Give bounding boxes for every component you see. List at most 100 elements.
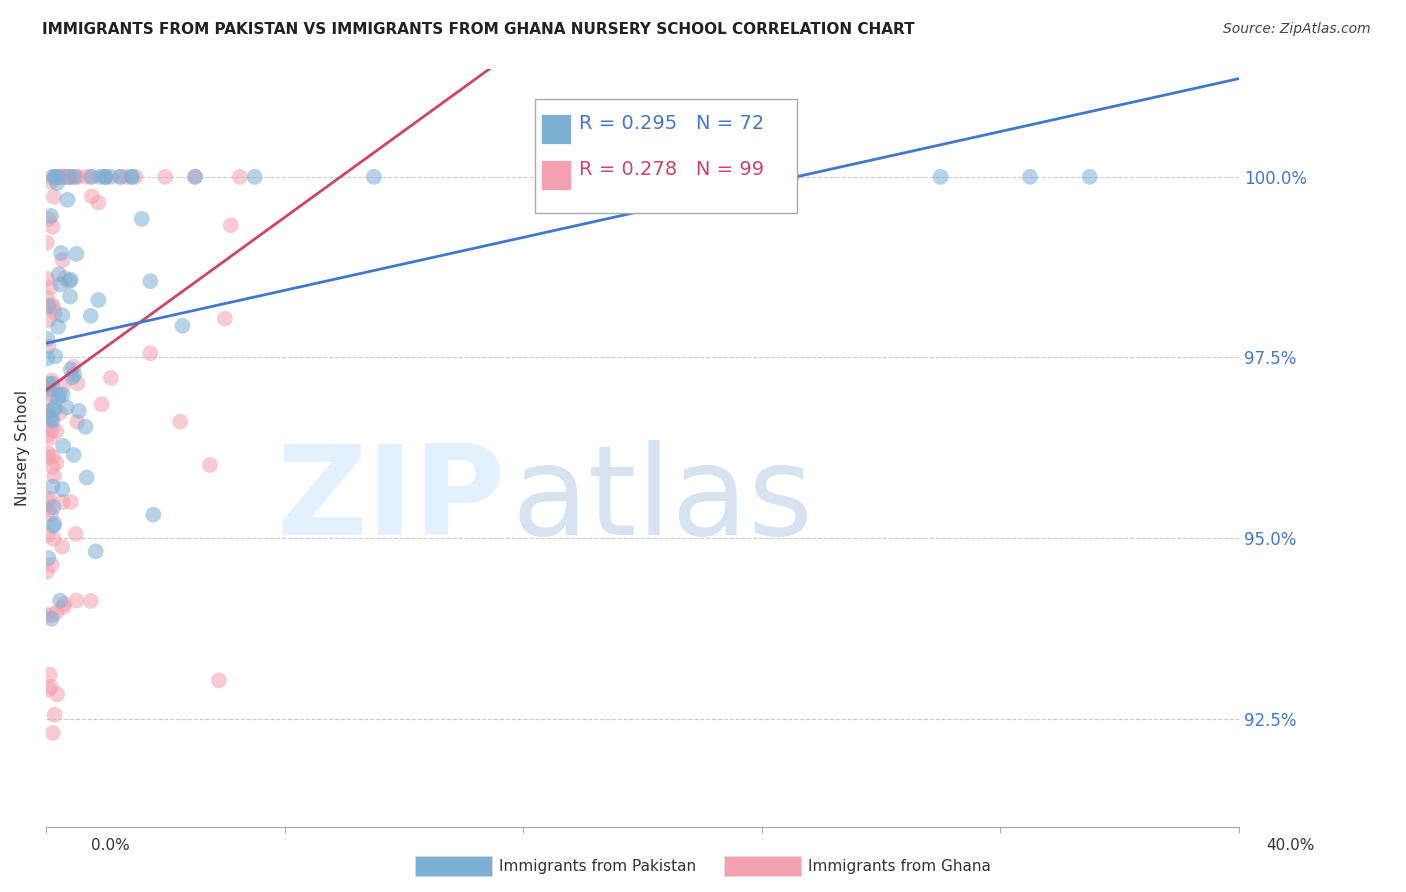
Point [41,558,63,572]
Point [44,402,66,417]
Point [49,406,72,420]
Point [39,209,62,223]
Point [49,277,72,292]
Point [52,253,75,268]
Point [66,376,89,391]
Point [115,169,138,184]
Point [45,456,67,470]
FancyBboxPatch shape [536,99,797,212]
Point [46,319,69,334]
Point [184,169,207,184]
Point [37,446,59,460]
Point [35,271,58,285]
Point [53,271,76,285]
Point [44,349,66,363]
Point [87,293,110,307]
Point [80,189,103,203]
Point [37,450,59,464]
Point [37,528,59,542]
Point [42,301,65,315]
Point [48,169,70,184]
Point [58,274,80,288]
Point [51,482,73,496]
Point [631,169,654,184]
Point [1019,169,1042,184]
Point [41,374,63,388]
Point [44,306,66,320]
Point [39,431,62,445]
Point [66,415,89,429]
Text: R = 0.278   N = 99: R = 0.278 N = 99 [579,160,765,179]
Point [38,212,60,227]
Point [363,169,385,184]
Point [90,397,112,411]
Point [52,387,75,401]
Point [41,414,63,428]
Point [48,388,70,402]
Text: 0.0%: 0.0% [91,838,131,854]
Point [37,351,59,366]
Text: Source: ZipAtlas.com: Source: ZipAtlas.com [1223,22,1371,37]
Point [35,428,58,442]
Point [38,502,60,516]
Point [76,470,98,484]
Point [37,494,59,508]
Point [62,448,84,462]
Point [59,495,82,509]
Text: R = 0.295   N = 72: R = 0.295 N = 72 [579,114,765,134]
Point [38,383,60,397]
Point [59,289,82,303]
Point [42,450,65,464]
Point [55,401,77,415]
Point [80,594,103,608]
Point [87,195,110,210]
Point [42,532,65,546]
Point [169,415,191,429]
Point [35,235,58,250]
Point [53,169,76,184]
Point [42,190,65,204]
Point [110,169,132,184]
Point [100,169,122,184]
Point [41,479,63,493]
Point [139,274,162,288]
Point [65,593,87,607]
Point [41,175,63,189]
Point [48,169,70,184]
Point [110,169,132,184]
Point [51,169,73,184]
Point [184,169,207,184]
Point [41,612,63,626]
Point [35,291,58,305]
Point [44,516,66,531]
Point [38,419,60,434]
Point [66,169,89,184]
Point [37,397,59,411]
Point [45,169,67,184]
Point [80,309,103,323]
Point [41,422,63,436]
Point [44,469,66,483]
Y-axis label: Nursery School: Nursery School [15,390,30,506]
Point [65,247,87,261]
Point [41,376,63,391]
Point [41,219,63,234]
Point [229,169,252,184]
Point [39,280,62,294]
Point [75,169,97,184]
Text: atlas: atlas [512,441,813,561]
Point [38,378,60,392]
Point [59,273,82,287]
Point [38,667,60,681]
Point [37,405,59,419]
Point [219,219,242,233]
Point [65,527,87,541]
Point [49,246,72,260]
Point [41,608,63,623]
Point [63,368,86,382]
Point [75,419,97,434]
Point [39,680,62,694]
Text: Immigrants from Ghana: Immigrants from Ghana [808,859,991,873]
Point [53,597,76,611]
Point [58,169,80,184]
